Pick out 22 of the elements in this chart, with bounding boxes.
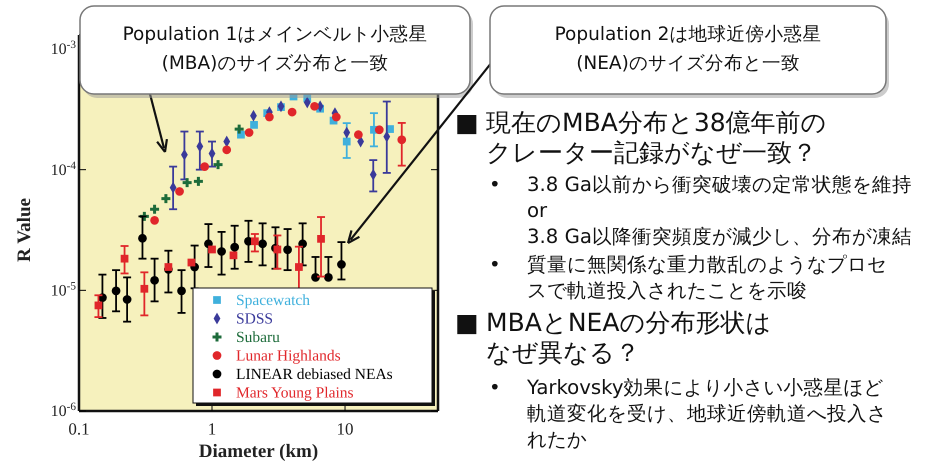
text: ■ 現在のMBA分布と38億年前のクレーター記録がなぜ一致？ [455,108,827,167]
y-tick-label: 10$^{-4}$ [50,160,76,179]
legend-label: SDSS [236,310,274,328]
text: • Yarkovsky効果により小さい小惑星ほど軌道変化を受け、地球近傍軌道へ投入されたか [489,376,887,451]
legend-label: Subaru [236,329,280,346]
text: ■ MBAとNEAの分布形状はなぜ異なる？ [455,308,772,367]
y-tick-label: 10$^{-5}$ [50,280,76,300]
x-tick-label: 1 [208,419,216,438]
y-tick-label: 10$^{-3}$ [50,39,76,58]
y-axis-title: R Value [14,198,35,262]
text: • 質量に無関係な重力散乱のようなプロセスで軌道投入されたことを示唆 [489,253,887,302]
text: • 3.8 Ga以前から衝突破壊の定常状態を維持 or 3.8 Ga以降衝突頻度が減少し、分布が凍結 [489,173,912,248]
annotation: Population 1はメインベルト小惑星 (MBA)のサイズ分布と一致 [122,23,428,76]
text: Population 2は地球近傍小惑星 (NEA)のサイズ分布と一致 [554,23,822,76]
y-tick-label: 10$^{-6}$ [50,401,76,420]
x-tick-label: 0.1 [68,419,90,438]
legend-label: Mars Young Plains [236,384,354,402]
legend-label: Lunar Highlands [236,348,341,364]
x-axis-title: Diameter (km) [198,441,318,462]
x-tick-label: 10 [336,419,354,438]
legend-label: LINEAR debiased NEAs [236,366,393,383]
legend-label: Spacewatch [236,292,310,309]
